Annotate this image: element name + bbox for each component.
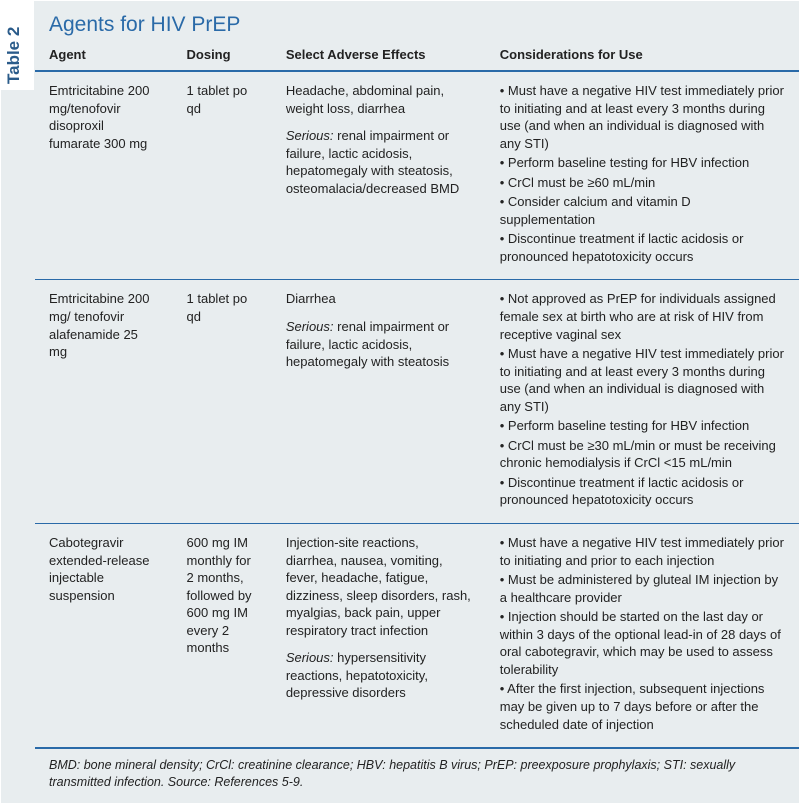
cell-agent: Emtricitabine 200 mg/ tenofovir alafenam… [35, 280, 173, 524]
table-number-label: Table 2 [4, 27, 24, 84]
effects-main: Headache, abdominal pain, weight loss, d… [286, 82, 472, 117]
table-row: Emtricitabine 200 mg/tenofovir disoproxi… [35, 71, 799, 280]
col-header-considerations: Considerations for Use [486, 41, 799, 71]
cell-dosing: 1 tablet po qd [173, 71, 272, 280]
cell-agent: Cabotegravir extended-release injectable… [35, 524, 173, 749]
serious-label: Serious: [286, 650, 337, 665]
cell-considerations: • Not approved as PrEP for individuals a… [486, 280, 799, 524]
cell-effects: Diarrhea Serious: renal impairment or fai… [272, 280, 486, 524]
consideration-item: • Must have a negative HIV test immediat… [500, 345, 785, 415]
col-header-effects: Select Adverse Effects [272, 41, 486, 71]
effects-serious: Serious: renal impairment or failure, la… [286, 127, 472, 197]
table-header-row: Agent Dosing Select Adverse Effects Cons… [35, 41, 799, 71]
cell-dosing: 1 tablet po qd [173, 280, 272, 524]
table-row: Cabotegravir extended-release injectable… [35, 524, 799, 749]
table-footnote: BMD: bone mineral density; CrCl: creatin… [35, 749, 799, 803]
cell-agent: Emtricitabine 200 mg/tenofovir disoproxi… [35, 71, 173, 280]
serious-label: Serious: [286, 128, 337, 143]
table-panel: Agents for HIV PrEP Agent Dosing Select … [0, 0, 800, 804]
prep-agents-table: Agent Dosing Select Adverse Effects Cons… [35, 41, 799, 749]
cell-considerations: • Must have a negative HIV test immediat… [486, 524, 799, 749]
consideration-item: • After the first injection, subsequent … [500, 680, 785, 733]
consideration-item: • Perform baseline testing for HBV infec… [500, 417, 785, 435]
cell-considerations: • Must have a negative HIV test immediat… [486, 71, 799, 280]
table-title: Agents for HIV PrEP [35, 1, 799, 41]
consideration-item: • Discontinue treatment if lactic acidos… [500, 230, 785, 265]
consideration-item: • Injection should be started on the las… [500, 608, 785, 678]
col-header-agent: Agent [35, 41, 173, 71]
cell-effects: Injection-site reactions, diarrhea, naus… [272, 524, 486, 749]
effects-main: Injection-site reactions, diarrhea, naus… [286, 534, 472, 639]
consideration-item: • Discontinue treatment if lactic acidos… [500, 474, 785, 509]
consideration-item: • CrCl must be ≥30 mL/min or must be rec… [500, 437, 785, 472]
effects-main: Diarrhea [286, 290, 472, 308]
consideration-item: • CrCl must be ≥60 mL/min [500, 174, 785, 192]
table-row: Emtricitabine 200 mg/ tenofovir alafenam… [35, 280, 799, 524]
consideration-item: • Not approved as PrEP for individuals a… [500, 290, 785, 343]
col-header-dosing: Dosing [173, 41, 272, 71]
table-container: Table 2 Agents for HIV PrEP Agent Dosing… [0, 0, 800, 804]
consideration-item: • Perform baseline testing for HBV infec… [500, 154, 785, 172]
effects-serious: Serious: renal impairment or failure, la… [286, 318, 472, 371]
consideration-item: • Must have a negative HIV test immediat… [500, 534, 785, 569]
table-body: Emtricitabine 200 mg/tenofovir disoproxi… [35, 71, 799, 748]
consideration-item: • Must have a negative HIV test immediat… [500, 82, 785, 152]
serious-label: Serious: [286, 319, 337, 334]
effects-serious: Serious: hypersensitivity reactions, hep… [286, 649, 472, 702]
table-number-tab: Table 2 [0, 0, 34, 90]
cell-dosing: 600 mg IM monthly for 2 months, followed… [173, 524, 272, 749]
consideration-item: • Must be administered by gluteal IM inj… [500, 571, 785, 606]
consideration-item: • Consider calcium and vitamin D supplem… [500, 193, 785, 228]
cell-effects: Headache, abdominal pain, weight loss, d… [272, 71, 486, 280]
